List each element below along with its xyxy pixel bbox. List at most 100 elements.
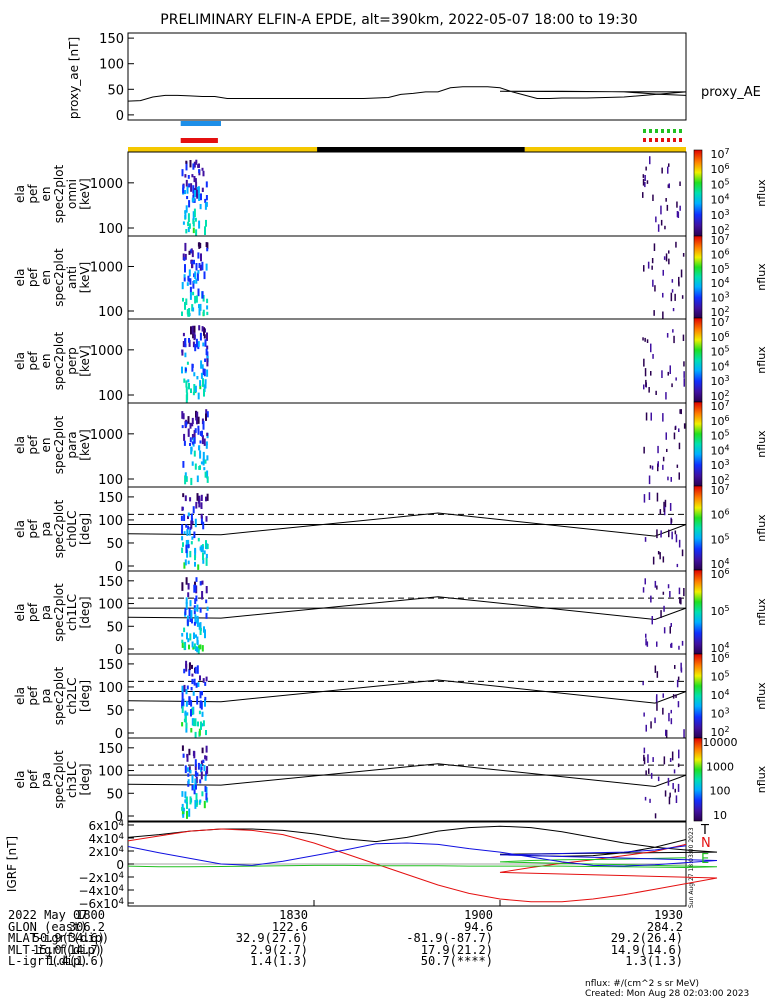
flux-pixel: [659, 552, 661, 560]
flux-pixel: [184, 799, 187, 803]
flux-pixel: [683, 378, 685, 387]
flux-pixel: [189, 443, 191, 446]
flux-pixel: [182, 297, 184, 302]
flux-pixel: [189, 422, 192, 429]
flux-pixel: [657, 463, 659, 472]
flux-pixel: [645, 638, 647, 646]
flux-pixel: [192, 506, 195, 514]
flux-pixel: [181, 282, 184, 290]
flux-pixel: [650, 412, 652, 421]
flux-pixel: [189, 550, 192, 558]
flux-pixel: [674, 293, 676, 301]
y-axis-label: pa: [39, 605, 53, 620]
flux-pixel: [192, 291, 195, 296]
flux-pixel: [201, 791, 204, 797]
flux-pixel: [663, 256, 666, 260]
flux-pixel: [194, 271, 197, 279]
flux-pixel: [673, 769, 676, 774]
igrf-tick-label: 6x104: [88, 819, 124, 833]
flux-pixel: [647, 754, 649, 763]
flux-pixel: [206, 766, 209, 774]
colorbar-label: nflux: [755, 263, 768, 291]
flux-pixel: [198, 304, 200, 308]
flux-pixel: [670, 642, 673, 648]
flux-pixel: [680, 409, 682, 415]
colorbar-tick-label: 105: [710, 262, 729, 276]
flux-pixel: [185, 229, 188, 234]
flux-pixel: [188, 183, 191, 188]
flux-pixel: [675, 795, 678, 803]
y-tick-label: 0: [115, 727, 123, 742]
flux-pixel: [184, 559, 187, 566]
flux-pixel: [181, 639, 184, 643]
flux-pixel: [665, 392, 667, 400]
flux-pixel: [182, 413, 185, 420]
flux-pixel: [181, 536, 184, 541]
flux-pixel: [668, 712, 670, 722]
flux-pixel: [188, 339, 191, 347]
flux-pixel: [644, 182, 646, 188]
flux-pixel: [199, 779, 202, 784]
colorbar-tick-label: 102: [710, 223, 729, 237]
flux-pixel: [657, 445, 659, 454]
flux-pixel: [656, 641, 658, 647]
panel-frame: [127, 151, 687, 237]
flux-pixel: [201, 291, 204, 299]
flux-pixel: [644, 796, 647, 801]
flux-pixel: [683, 423, 686, 429]
panel-frame: [127, 570, 687, 655]
flux-pixel: [202, 170, 205, 177]
flux-pixel: [669, 503, 672, 511]
flux-pixel: [189, 278, 192, 285]
panel-frame: [127, 318, 687, 404]
flux-pixel: [683, 588, 685, 597]
flux-pixel: [201, 364, 204, 369]
flux-pixel: [675, 694, 677, 698]
flux-pixel: [199, 450, 202, 459]
flux-pixel: [203, 467, 206, 471]
flux-pixel: [194, 581, 196, 588]
flux-pixel: [181, 425, 184, 429]
flux-pixel: [186, 810, 188, 819]
flux-pixel: [670, 623, 672, 627]
flux-pixel: [196, 696, 199, 705]
y-tick-label: 100: [98, 222, 123, 237]
flux-pixel: [205, 263, 208, 271]
y-axis-label: pef: [26, 267, 40, 287]
flux-pixel: [190, 326, 192, 335]
flux-pixel: [660, 610, 662, 618]
dash-red: [643, 138, 646, 142]
dash-red: [649, 138, 652, 142]
flux-pixel: [193, 280, 196, 284]
flux-pixel: [189, 497, 192, 502]
dash-green: [673, 129, 676, 133]
flux-pixel: [185, 660, 188, 668]
flux-pixel: [199, 700, 202, 705]
colorbar-label: nflux: [755, 514, 768, 542]
flux-pixel: [197, 648, 200, 655]
flux-pixel: [193, 437, 196, 444]
flux-pixel: [194, 547, 197, 553]
flux-pixel: [184, 253, 187, 260]
y-tick-label: 50: [106, 537, 123, 552]
footer-row: 2022 May 07 1800 1830 1900 1930: [8, 909, 698, 922]
dash-red: [655, 138, 658, 142]
flux-pixel: [187, 512, 190, 517]
flux-pixel: [667, 777, 670, 786]
flux-pixel: [205, 792, 208, 801]
panel-frame: [127, 235, 687, 320]
flux-pixel: [196, 665, 199, 674]
flux-pixel: [194, 463, 197, 470]
colorbar-tick-label: 104: [710, 443, 729, 457]
flux-pixel: [199, 644, 202, 650]
flux-pixel: [642, 178, 645, 186]
flux-pixel: [643, 712, 645, 717]
flux-pixel: [203, 271, 206, 280]
ae-tick-label: 50: [107, 83, 124, 98]
flux-pixel: [195, 159, 198, 165]
y-tick-label: 150: [98, 658, 123, 673]
flux-pixel: [195, 793, 198, 801]
